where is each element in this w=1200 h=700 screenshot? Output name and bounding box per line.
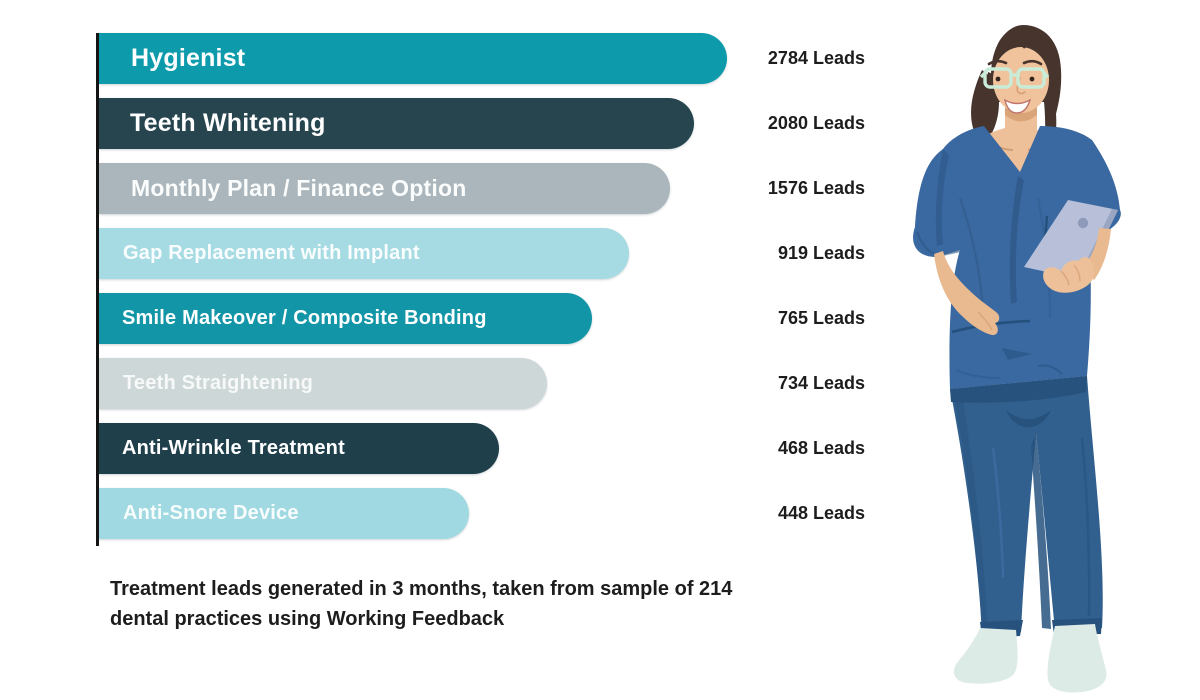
bar-7: Anti-Wrinkle Treatment [99, 423, 499, 474]
knuckle-line [977, 311, 993, 331]
inner-leg-shadow [1031, 434, 1051, 629]
leads-value-2: 2080 Leads [767, 113, 865, 133]
eyebrow-right [1022, 59, 1043, 66]
tablet [1024, 200, 1118, 280]
bar-label: Hygienist [131, 44, 246, 72]
right-leg-crease [1080, 437, 1091, 617]
finger-line-2 [1073, 264, 1081, 282]
eye-right [1029, 76, 1035, 82]
leads-value-6: 734 Leads [777, 373, 865, 393]
hair-side-left [987, 72, 993, 110]
leads-value-5: 765 Leads [777, 308, 865, 328]
leads-value-3: 1576 Leads [767, 178, 865, 198]
eyebrow-left [987, 59, 1008, 66]
bar-1: Hygienist [99, 33, 727, 84]
pocket-fold-3 [955, 369, 1001, 379]
arm-in-pocket [934, 251, 1000, 336]
dental-professional-illustration [913, 25, 1121, 693]
neck-shadow [1005, 106, 1037, 122]
smile-mouth [1003, 98, 1032, 114]
tablet-logo [1077, 217, 1089, 229]
leads-value-7: 468 Leads [777, 438, 865, 458]
chart-axis-line [96, 33, 99, 546]
bar-label: Smile Makeover / Composite Bonding [122, 307, 487, 329]
shoe-right [1047, 624, 1107, 693]
shirt-fold-left [935, 149, 949, 246]
bar-6: Teeth Straightening [99, 358, 547, 409]
bar-label: Monthly Plan / Finance Option [131, 175, 467, 201]
shoe-left [953, 628, 1018, 684]
bar-8: Anti-Snore Device [99, 488, 469, 539]
leads-value-8: 448 Leads [777, 503, 865, 523]
finger-line-1 [1060, 270, 1070, 286]
bar-label: Gap Replacement with Implant [123, 242, 420, 264]
chart-caption: Treatment leads generated in 3 months, t… [110, 578, 733, 630]
leads-value-1: 2784 Leads [767, 48, 865, 68]
bar-label: Anti-Snore Device [123, 502, 299, 524]
crotch-shadow [1006, 410, 1051, 428]
left-leg-highlight [991, 447, 1005, 579]
bar-2: Teeth Whitening [99, 98, 694, 149]
scrub-top [913, 126, 1121, 389]
eye-left [995, 76, 1001, 82]
scrub-pants [950, 376, 1103, 636]
hair-side-right [1051, 70, 1055, 112]
bar-label: Teeth Straightening [123, 372, 314, 394]
pants-hem-shadow [950, 376, 1087, 403]
hair-ponytail [971, 70, 992, 143]
bar-label: Anti-Wrinkle Treatment [122, 437, 345, 459]
bar-3: Monthly Plan / Finance Option [99, 163, 670, 214]
shirt-crease-1 [958, 197, 985, 311]
leads-value-4: 919 Leads [777, 243, 865, 263]
shirt-fold-center [1009, 176, 1024, 304]
bar-label: Teeth Whitening [130, 109, 326, 137]
pocket-fold-2 [1037, 364, 1063, 375]
bar-4: Gap Replacement with Implant [99, 228, 629, 279]
bar-5: Smile Makeover / Composite Bonding [99, 293, 592, 344]
pocket-fold-1 [1002, 348, 1032, 360]
hair-front [992, 28, 1051, 74]
glasses [979, 67, 1050, 89]
hand-on-tablet [1043, 257, 1095, 293]
left-leg-shadow [954, 396, 988, 636]
